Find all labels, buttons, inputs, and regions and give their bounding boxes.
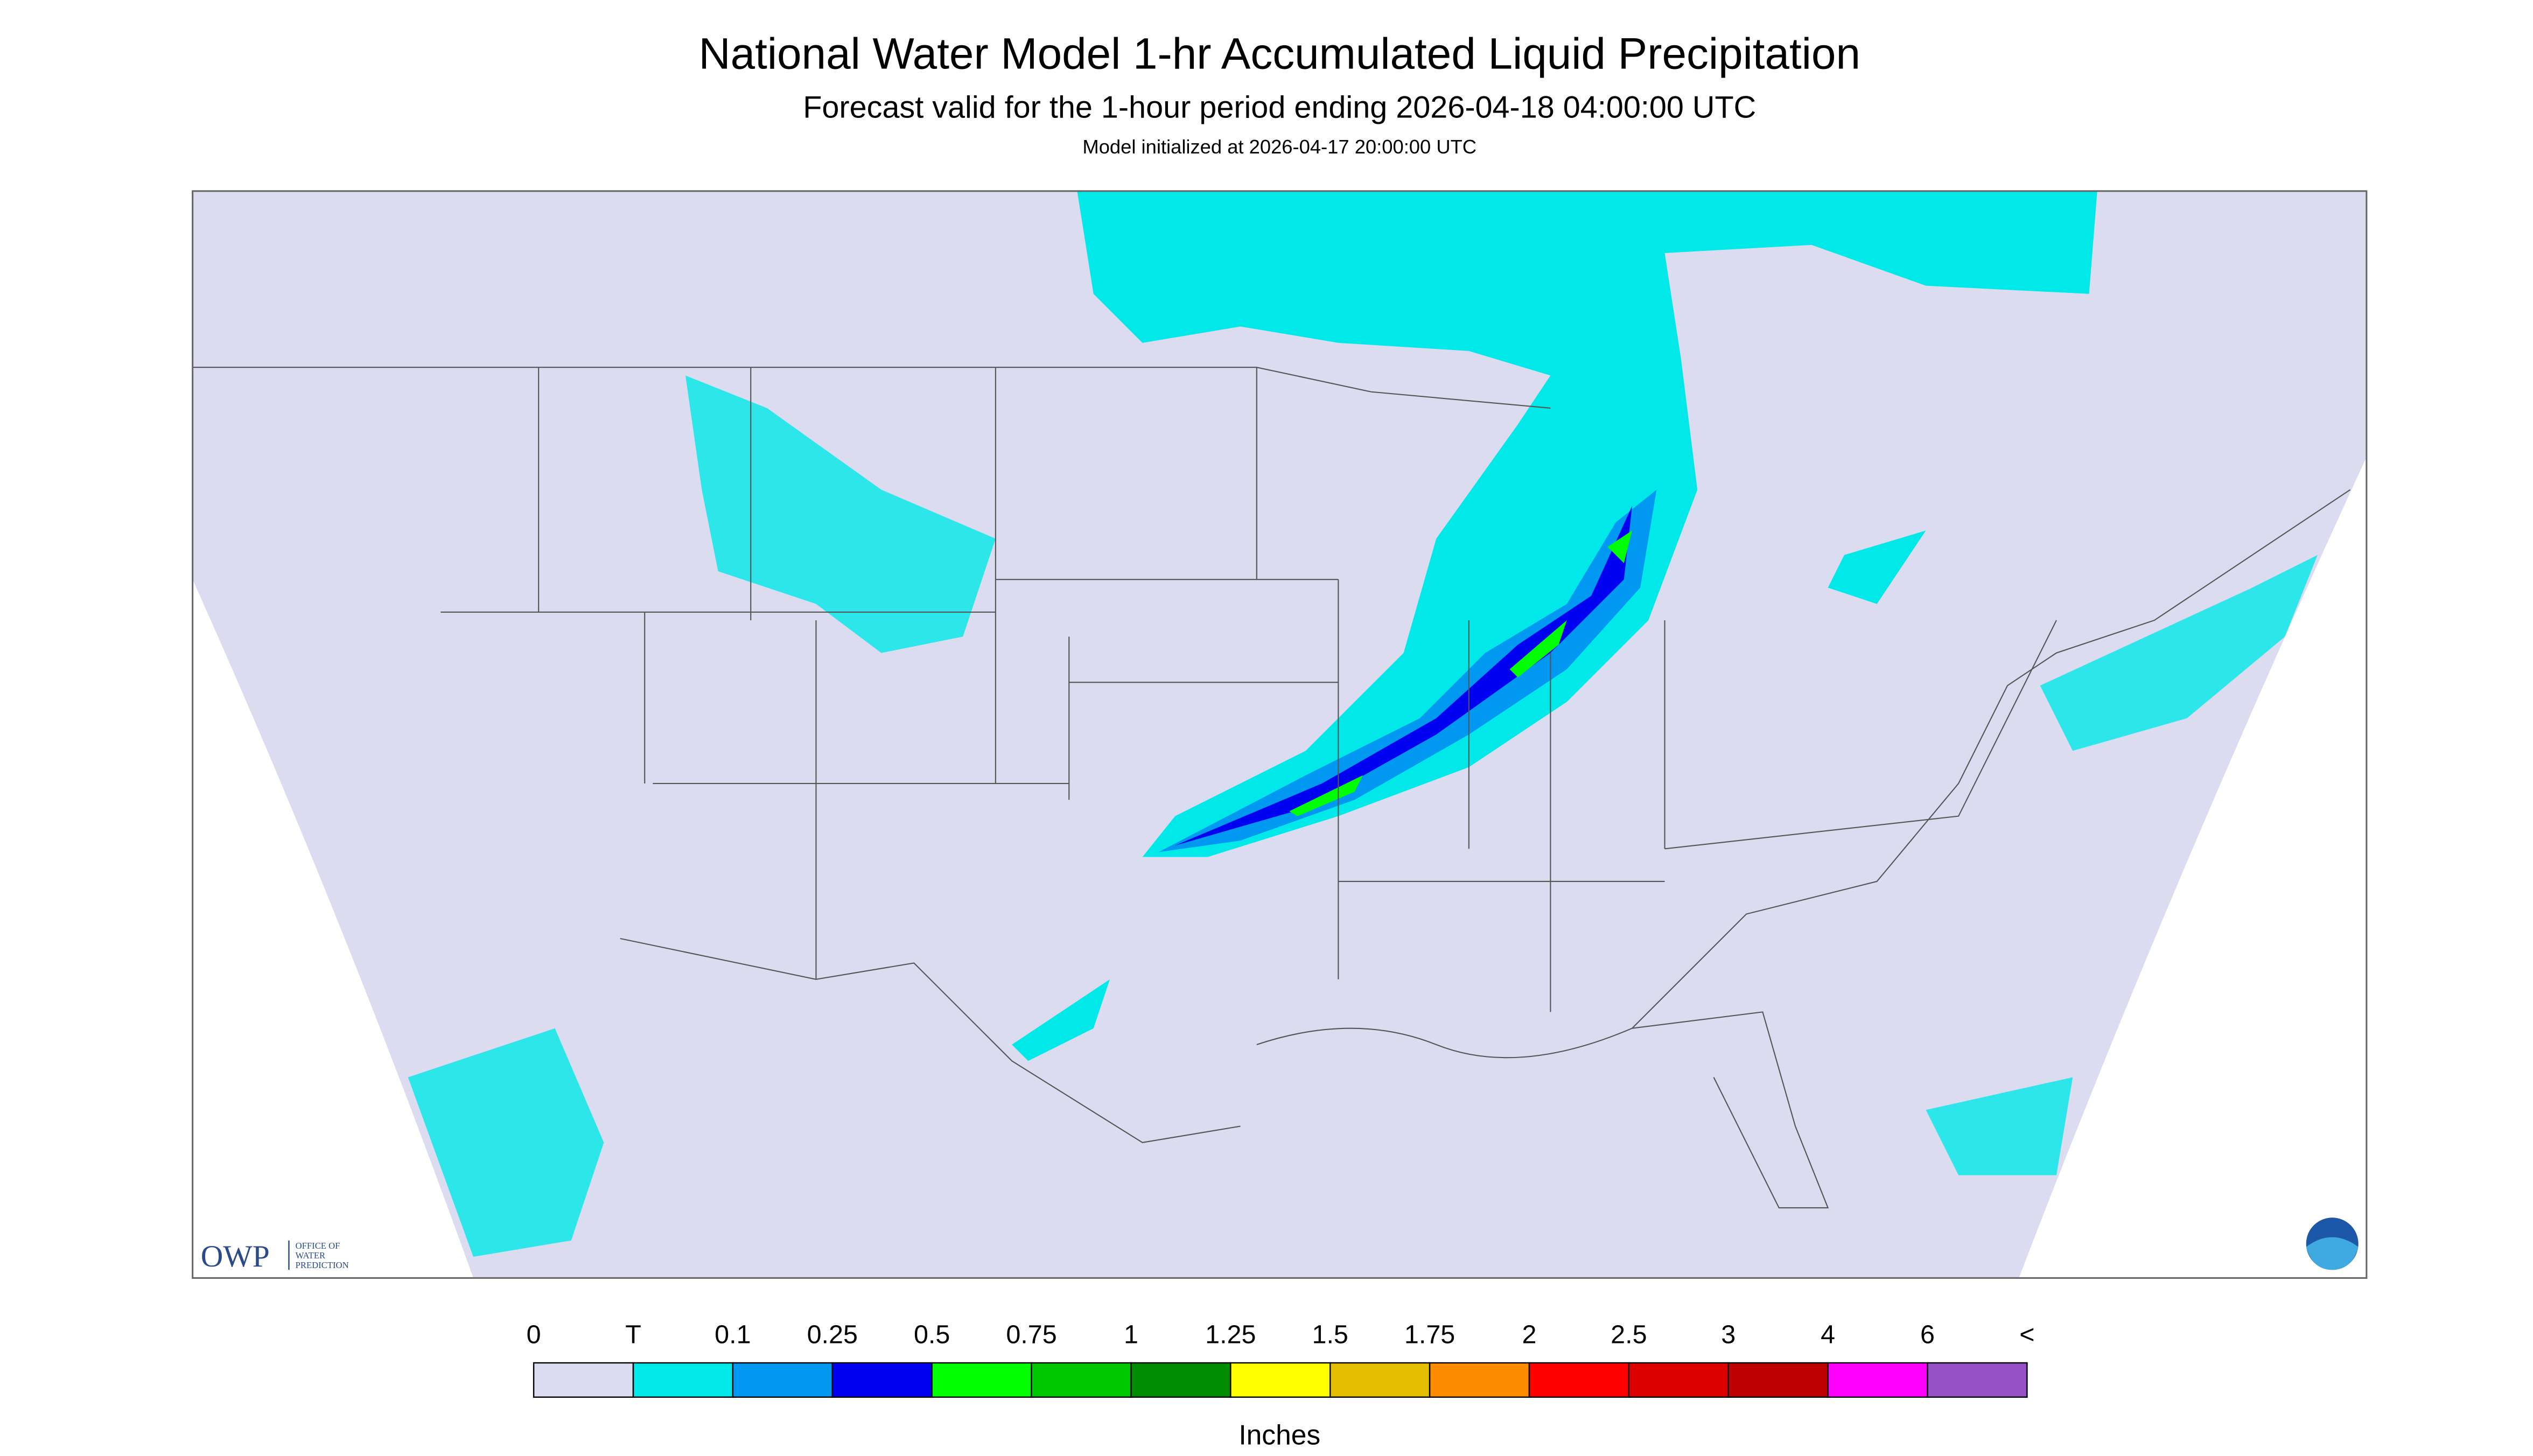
legend-label: 1.5 <box>1312 1320 1348 1349</box>
legend-label: 0.75 <box>1006 1320 1056 1349</box>
legend-label: 1 <box>1124 1320 1138 1349</box>
legend-swatch <box>1927 1362 2028 1398</box>
precip-medium <box>1158 489 1657 852</box>
legend-label: 2.5 <box>1611 1320 1647 1349</box>
legend-swatch <box>632 1362 734 1398</box>
map-edge <box>192 579 473 1278</box>
legend-swatch <box>1628 1362 1729 1398</box>
legend-label: 4 <box>1821 1320 1835 1349</box>
owp-water: WATER <box>296 1250 326 1261</box>
owp-office: OFFICE OF <box>296 1241 340 1251</box>
legend-swatch <box>1727 1362 1829 1398</box>
legend-swatch <box>1429 1362 1530 1398</box>
legend-label: 0.5 <box>914 1320 950 1349</box>
legend-swatch <box>533 1362 634 1398</box>
legend-label: T <box>625 1320 641 1349</box>
map: OWP OFFICE OF WATER PREDICTION <box>192 190 2368 1279</box>
legend-swatch <box>1031 1362 1132 1398</box>
map-edge <box>2019 457 2367 1278</box>
legend-label: 0.25 <box>807 1320 858 1349</box>
legend: 0 T 0.1 0.25 0.5 0.75 1 1.25 1.5 1.75 2 2.5 3 4 6 < Inch… <box>527 1320 2035 1451</box>
precip-light <box>408 191 2318 1257</box>
subtitle: Forecast valid for the 1-hour period end… <box>803 90 1756 124</box>
legend-label: 0 <box>527 1320 541 1349</box>
title: National Water Model 1-hr Accumulated Li… <box>699 30 1860 79</box>
owp-logo: OWP <box>201 1240 270 1273</box>
legend-label: 2 <box>1522 1320 1536 1349</box>
legend-label: 0.1 <box>715 1320 751 1349</box>
legend-swatch <box>1827 1362 1928 1398</box>
legend-label: 3 <box>1721 1320 1736 1349</box>
legend-swatch <box>1329 1362 1431 1398</box>
map-frame <box>192 190 2368 1279</box>
legend-swatch <box>1528 1362 1630 1398</box>
legend-swatch <box>931 1362 1032 1398</box>
legend-label: 1.25 <box>1205 1320 1256 1349</box>
init-time: Model initialized at 2026-04-17 20:00:00… <box>1082 136 1477 158</box>
precip-heaviest <box>1289 530 1632 816</box>
legend-swatch <box>1130 1362 1231 1398</box>
legend-label: < <box>2019 1320 2034 1349</box>
noaa-logo-wave <box>2306 1237 2359 1270</box>
legend-label: 1.75 <box>1404 1320 1455 1349</box>
boundaries <box>192 367 2351 1209</box>
legend-label: 6 <box>1920 1320 1935 1349</box>
legend-swatch <box>1230 1362 1331 1398</box>
legend-swatch <box>732 1362 833 1398</box>
legend-unit: Inches <box>1238 1419 1320 1451</box>
owp-prediction: PREDICTION <box>296 1260 349 1270</box>
legend-swatch <box>831 1362 933 1398</box>
